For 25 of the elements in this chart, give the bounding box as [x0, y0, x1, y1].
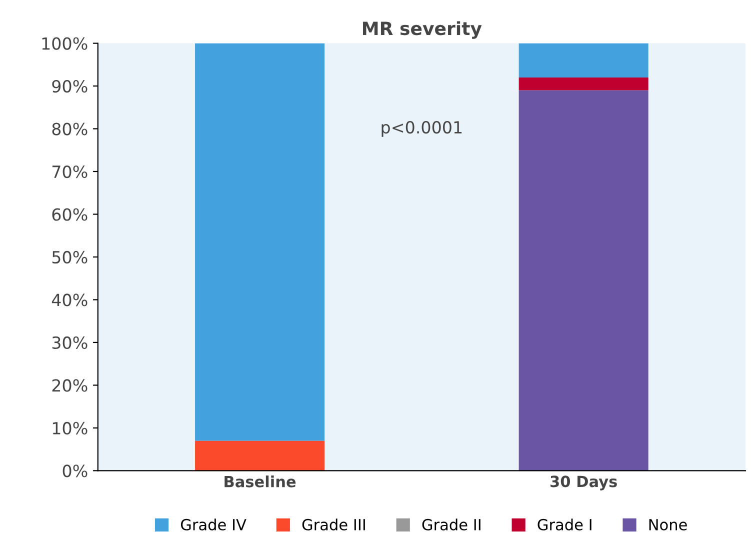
x-tick-label: Baseline [224, 476, 296, 488]
legend-label: Grade I [538, 518, 592, 530]
legend-label: None [649, 519, 687, 530]
bar [195, 43, 325, 441]
y-tick-label: 0% [62, 464, 88, 478]
chart-title: MR severity [363, 21, 482, 39]
y-tick-label: 60% [52, 208, 88, 221]
x-tick-label: 30 Days [550, 476, 617, 490]
annotation: p<0.0001 [382, 120, 462, 137]
bar [518, 43, 648, 78]
y-tick-label: 30% [52, 336, 88, 350]
y-tick-label: 90% [52, 80, 88, 93]
legend-label: Grade IV [180, 518, 246, 530]
y-tick-label: 70% [52, 165, 88, 178]
y-tick-label: 10% [52, 422, 88, 434]
legend-label: Grade II [422, 518, 480, 530]
bar [195, 440, 325, 471]
bar [518, 90, 648, 471]
legend-label: Grade III [302, 518, 365, 530]
y-tick-label: 40% [52, 294, 88, 306]
y-tick-label: 50% [52, 250, 88, 264]
y-tick-label: 100% [42, 37, 88, 50]
y-tick-label: 80% [52, 122, 88, 136]
bar [518, 77, 648, 90]
y-tick-label: 20% [52, 379, 88, 392]
